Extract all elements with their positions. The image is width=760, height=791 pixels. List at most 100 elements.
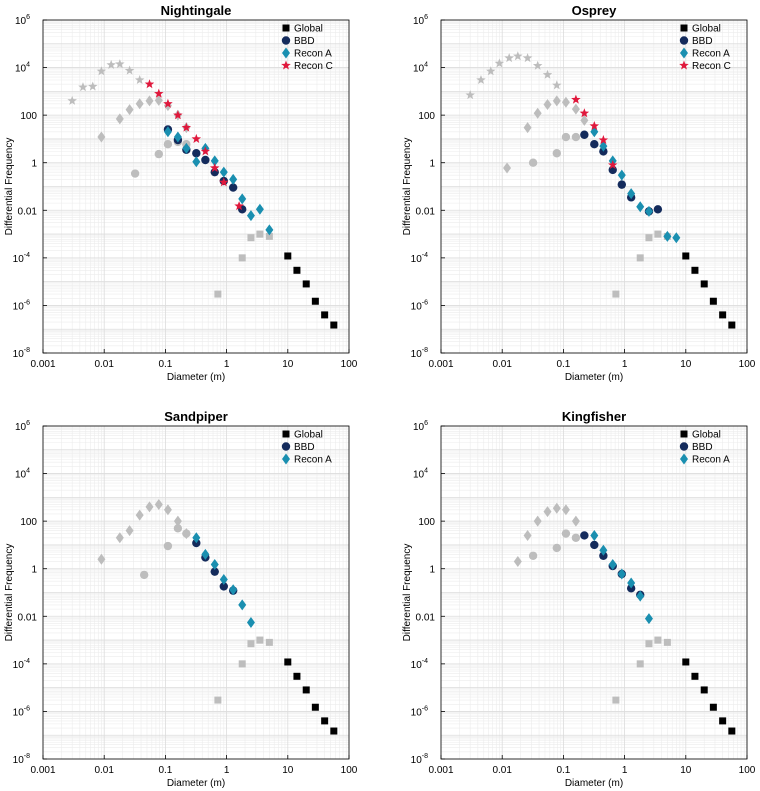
data-point	[330, 321, 338, 329]
legend-marker	[680, 453, 688, 465]
data-point	[571, 515, 580, 527]
x-tick-label: 0.01	[94, 765, 114, 776]
y-tick-label: 10-8	[13, 347, 30, 360]
data-point	[561, 132, 571, 142]
data-point	[134, 75, 145, 85]
data-point	[644, 613, 653, 625]
data-point	[163, 541, 173, 551]
legend-marker	[282, 47, 290, 59]
data-point	[154, 149, 163, 159]
x-tick-label: 0.001	[30, 765, 55, 776]
data-point	[543, 506, 552, 518]
legend-marker	[679, 442, 689, 451]
data-point	[552, 543, 561, 553]
data-point	[636, 590, 645, 602]
data-point	[163, 504, 172, 516]
data-point	[229, 173, 238, 185]
chart-panel-2: 0.001 0.01 0.1 1 10 100 10-8 10-6 10-4 0.01 1 100 10…	[402, 3, 756, 383]
legend-label: Recon C	[692, 61, 731, 72]
y-tick-label: 10-4	[13, 658, 30, 671]
legend-label: Global	[692, 24, 721, 35]
data-point	[513, 51, 523, 61]
data-point	[201, 548, 210, 560]
plot-frame	[440, 19, 748, 354]
series-gray-star	[67, 59, 145, 105]
legend-label: BBD	[692, 36, 713, 47]
data-point	[311, 297, 319, 305]
data-point	[191, 133, 202, 143]
data-point	[135, 509, 144, 521]
data-point	[173, 131, 182, 143]
data-point	[672, 232, 681, 244]
series-recon-a	[590, 126, 681, 244]
y-tick-label: 10-8	[411, 753, 428, 766]
y-tick-label: 100	[20, 517, 37, 528]
data-point	[617, 169, 626, 181]
data-point	[139, 570, 149, 580]
data-point	[247, 640, 255, 648]
y-tick-label: 104	[413, 62, 428, 75]
data-point	[302, 686, 310, 694]
data-point	[580, 114, 589, 126]
data-point	[154, 88, 164, 98]
data-point	[533, 107, 542, 119]
data-point	[265, 224, 274, 236]
data-point	[181, 122, 192, 132]
x-tick-label: 0.01	[492, 765, 512, 776]
data-point	[219, 166, 228, 178]
legend-label: Recon A	[692, 455, 730, 466]
data-point	[700, 280, 708, 288]
y-tick-label: 0.01	[416, 612, 436, 623]
x-tick-label: 100	[341, 765, 358, 776]
data-point	[590, 140, 599, 149]
chart-title: Osprey	[572, 3, 618, 18]
data-point	[636, 201, 645, 213]
data-point	[543, 99, 552, 111]
gridlines	[440, 425, 748, 760]
data-point	[561, 504, 570, 516]
data-point	[644, 205, 653, 217]
series-recon-c	[144, 79, 244, 211]
y-tick-label: 10-4	[411, 658, 428, 671]
data-point	[552, 80, 562, 90]
data-point	[228, 183, 238, 192]
y-tick-label: 104	[413, 468, 428, 481]
series-gray-star	[465, 51, 562, 100]
series-gray-square	[612, 636, 671, 704]
data-point	[552, 95, 561, 107]
series-recon-a	[192, 532, 255, 628]
y-tick-label: 10-8	[411, 347, 428, 360]
data-point	[589, 120, 600, 131]
data-point	[663, 230, 672, 242]
data-point	[135, 98, 144, 110]
series-recon-c	[571, 94, 618, 170]
data-point	[265, 638, 273, 646]
data-point	[645, 640, 653, 648]
data-point	[561, 96, 570, 108]
data-point	[293, 266, 301, 274]
data-point	[182, 529, 191, 538]
data-point	[219, 582, 228, 591]
legend-label: BBD	[692, 442, 713, 453]
data-point	[561, 529, 571, 538]
x-tick-label: 0.001	[428, 359, 453, 370]
plot-frame	[440, 425, 748, 760]
plot-frame	[42, 19, 350, 354]
x-tick-label: 1	[622, 765, 628, 776]
data-point	[486, 66, 496, 76]
data-point	[522, 53, 533, 63]
data-point	[219, 574, 228, 586]
data-point	[617, 568, 626, 580]
data-point	[115, 532, 124, 544]
series-gray-circle	[139, 524, 191, 580]
data-point	[154, 499, 163, 511]
data-point	[192, 156, 201, 168]
legend-label: Global	[692, 430, 721, 441]
data-point	[192, 149, 201, 158]
data-point	[192, 532, 201, 544]
data-point	[654, 230, 662, 238]
data-point	[284, 658, 292, 666]
data-point	[209, 162, 220, 173]
